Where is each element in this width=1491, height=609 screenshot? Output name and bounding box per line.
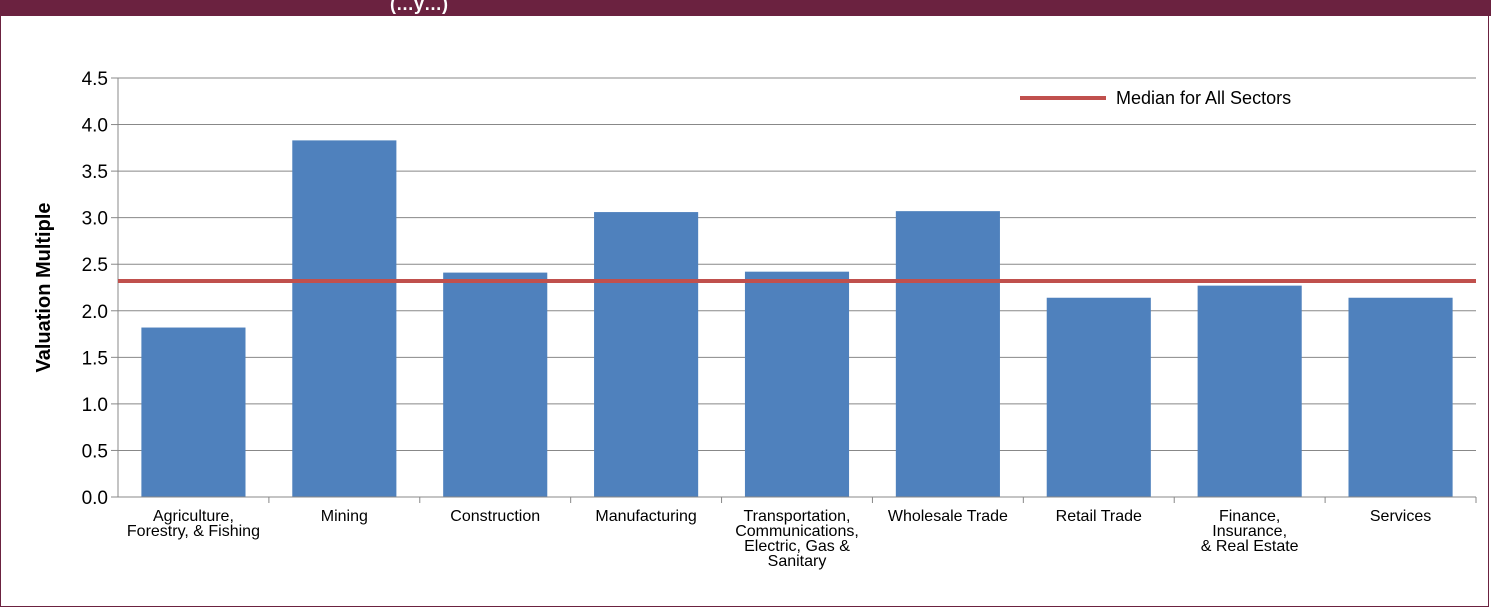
x-category-label: Services — [1370, 508, 1431, 525]
x-category-label-line: Sanitary — [768, 553, 827, 570]
y-tick-label: 2.5 — [82, 255, 108, 276]
y-tick-label: 3.5 — [82, 162, 108, 183]
y-tick-label: 0.0 — [82, 488, 108, 509]
x-category-label: Manufacturing — [595, 508, 696, 525]
axes — [117, 78, 1477, 503]
x-category-label: Transportation, Communications, Electric, … — [735, 508, 859, 570]
bar — [443, 272, 548, 497]
bar — [895, 211, 1000, 497]
legend: Median for All Sectors — [1020, 88, 1291, 108]
header-band: (…y…) — [0, 0, 1491, 16]
y-tick-label: 4.5 — [82, 69, 108, 90]
x-category-label-line: & Real Estate — [1201, 538, 1299, 555]
x-category-label: Construction — [450, 508, 540, 525]
x-category-label-line: Electric, Gas & — [744, 538, 850, 555]
y-tick-label: 0.5 — [82, 441, 108, 462]
bar — [594, 212, 699, 497]
bar — [292, 140, 397, 497]
x-category-label-line: Transportation, — [743, 508, 850, 525]
chart-frame — [0, 16, 1489, 607]
y-tick-label: 2.0 — [82, 302, 108, 323]
x-category-label-line: Construction — [450, 508, 540, 525]
x-category-label-line: Mining — [321, 508, 368, 525]
x-category-label-line: Communications, — [735, 523, 859, 540]
x-category-label-line: Agriculture, — [153, 508, 234, 525]
x-category-labels: Agriculture, Forestry, & Fishing Mining Con… — [127, 508, 1431, 570]
bar — [1197, 285, 1302, 497]
x-category-label-line: Services — [1370, 508, 1431, 525]
x-category-label-line: Wholesale Trade — [888, 508, 1008, 525]
x-category-label: Wholesale Trade — [888, 508, 1008, 525]
x-category-label-line: Retail Trade — [1056, 508, 1142, 525]
y-tick-label: 1.0 — [82, 395, 108, 416]
legend-label: Median for All Sectors — [1116, 88, 1291, 108]
y-tick-label: 1.5 — [82, 348, 108, 369]
y-axis-label: Valuation Multiple — [33, 202, 55, 372]
bar — [1046, 297, 1151, 497]
x-category-label: Mining — [321, 508, 368, 525]
x-category-label: Retail Trade — [1056, 508, 1142, 525]
x-category-label-line: Insurance, — [1212, 523, 1287, 540]
y-tick-label: 3.0 — [82, 209, 108, 230]
bar — [1348, 297, 1453, 497]
y-tick-labels: 0.0 0.5 1.0 1.5 2.0 2.5 3.0 3.5 4.0 4.5 — [82, 69, 108, 509]
x-category-label: Agriculture, Forestry, & Fishing — [127, 508, 260, 540]
bar — [141, 327, 246, 497]
y-tick-label: 4.0 — [82, 116, 108, 137]
x-category-label: Finance, Insurance, & Real Estate — [1201, 508, 1299, 555]
x-category-label-line: Manufacturing — [595, 508, 696, 525]
x-category-label-line: Forestry, & Fishing — [127, 523, 260, 540]
x-category-label-line: Finance, — [1219, 508, 1280, 525]
bars — [141, 140, 1453, 497]
header-band-text: (…y…) — [390, 0, 448, 14]
bar — [744, 271, 850, 497]
